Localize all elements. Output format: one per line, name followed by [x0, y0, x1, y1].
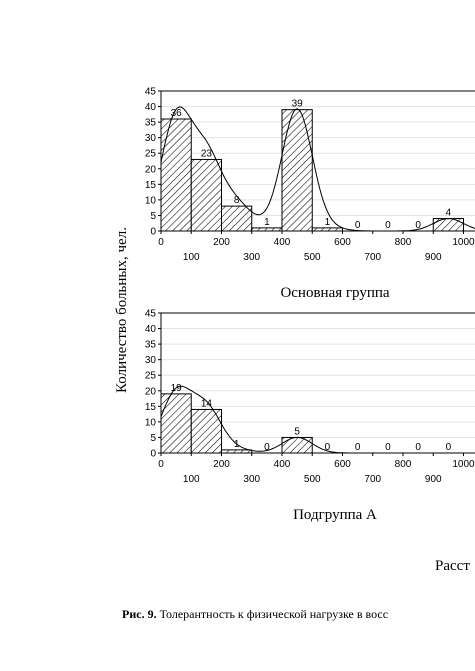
y-tick-label: 20: [145, 164, 157, 175]
y-tick-label: 5: [150, 211, 156, 222]
x-tick-label: 700: [364, 474, 381, 485]
data-label: 0: [385, 442, 391, 453]
data-label: 1: [325, 217, 331, 228]
x-tick-label: 600: [334, 459, 351, 470]
chart-title: Основная группа: [280, 285, 389, 301]
fit-curve: [160, 106, 475, 232]
bar: [160, 393, 192, 454]
x-tick-label: 0: [158, 237, 164, 248]
data-label: 14: [201, 398, 213, 409]
chart-title: Подгруппа А: [293, 507, 377, 523]
x-tick-label: 1000: [452, 237, 475, 248]
data-label: 1: [264, 217, 270, 228]
y-tick-label: 35: [145, 118, 157, 129]
y-tick-label: 30: [145, 355, 157, 366]
data-label: 0: [415, 220, 421, 231]
x-tick-label: 700: [364, 252, 381, 263]
y-tick-label: 10: [145, 417, 157, 428]
x-tick-label: 400: [274, 237, 291, 248]
x-tick-label: 1000: [452, 459, 475, 470]
y-tick-label: 45: [145, 309, 157, 320]
data-label: 4: [446, 208, 452, 219]
bar: [190, 408, 222, 454]
y-tick-label: 10: [145, 195, 157, 206]
data-label: 0: [264, 442, 270, 453]
y-tick-label: 30: [145, 133, 157, 144]
x-tick-label: 100: [183, 474, 200, 485]
caption-prefix: Рис. 9.: [122, 607, 157, 621]
x-tick-label: 500: [304, 474, 321, 485]
y-tick-label: 25: [145, 149, 157, 160]
y-tick-label: 40: [145, 102, 157, 113]
bar: [432, 218, 464, 232]
x-tick-label: 300: [243, 474, 260, 485]
bar: [160, 118, 192, 232]
data-label: 5: [294, 426, 300, 437]
y-axis-label: Количество больных, чел.: [114, 227, 130, 393]
x-tick-label: 900: [425, 474, 442, 485]
bar: [281, 109, 313, 232]
data-label: 0: [325, 442, 331, 453]
bar: [190, 158, 222, 232]
x-tick-label: 300: [243, 252, 260, 263]
data-label: 0: [355, 442, 361, 453]
y-tick-label: 5: [150, 433, 156, 444]
x-tick-label: 200: [213, 459, 230, 470]
data-label: 0: [415, 442, 421, 453]
x-tick-label: 800: [395, 237, 412, 248]
y-tick-label: 25: [145, 371, 157, 382]
x-tick-label: 200: [213, 237, 230, 248]
x-tick-label: 900: [425, 252, 442, 263]
y-tick-label: 15: [145, 402, 157, 413]
caption-text: Толерантность к физической нагрузке в во…: [157, 607, 388, 621]
data-label: 0: [385, 220, 391, 231]
y-tick-label: 20: [145, 386, 157, 397]
y-tick-label: 45: [145, 87, 157, 98]
data-label: 8: [234, 195, 240, 206]
data-label: 0: [355, 220, 361, 231]
y-tick-label: 15: [145, 180, 157, 191]
x-tick-label: 100: [183, 252, 200, 263]
x-tick-label: 0: [158, 459, 164, 470]
bar: [281, 436, 313, 454]
x-tick-label: 400: [274, 459, 291, 470]
x-tick-label: 500: [304, 252, 321, 263]
y-tick-label: 0: [150, 227, 156, 238]
y-tick-label: 35: [145, 340, 157, 351]
x-tick-label: 600: [334, 237, 351, 248]
bar: [221, 205, 253, 232]
y-tick-label: 40: [145, 324, 157, 335]
data-label: 39: [292, 99, 304, 110]
data-label: 23: [201, 148, 213, 159]
x-axis-label-partial: Расст: [435, 558, 470, 574]
data-label: 0: [446, 442, 452, 453]
x-tick-label: 800: [395, 459, 412, 470]
y-tick-label: 0: [150, 449, 156, 460]
data-label: 36: [171, 108, 183, 119]
figure-caption: Рис. 9. Толерантность к физической нагру…: [122, 607, 388, 621]
